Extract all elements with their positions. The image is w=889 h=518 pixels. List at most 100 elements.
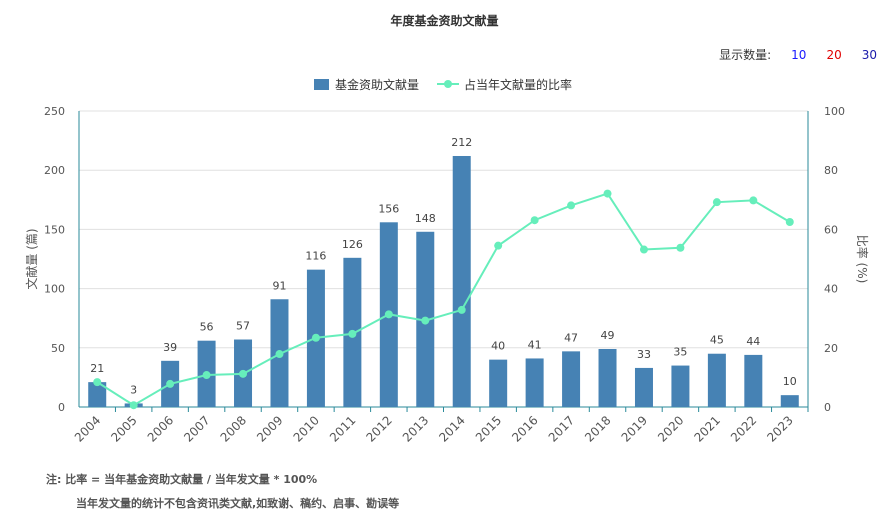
ratio-point	[129, 401, 138, 410]
ratio-point	[494, 241, 503, 250]
bar	[88, 382, 107, 407]
y2-tick-label: 40	[824, 283, 838, 296]
ratio-point	[239, 369, 248, 378]
bar-data-label: 3	[130, 383, 137, 396]
bar	[707, 353, 726, 407]
ratio-point	[712, 198, 721, 207]
bar	[744, 354, 763, 407]
x-tick-label: 2008	[218, 413, 249, 444]
bar	[780, 395, 799, 407]
x-tick-label: 2005	[108, 413, 139, 444]
bar-data-label: 156	[378, 202, 399, 215]
bar	[562, 351, 581, 407]
x-tick-label: 2010	[291, 413, 322, 444]
bar-data-label: 56	[200, 321, 214, 334]
bar	[634, 367, 653, 407]
chart-notes: 注: 比率 = 当年基金资助文献量 / 当年发文量 * 100% 当年发文量的统…	[46, 468, 399, 516]
count-option-20[interactable]: 20	[826, 47, 842, 62]
bar-data-label: 21	[90, 362, 104, 375]
x-tick-label: 2011	[327, 413, 358, 444]
bar-data-label: 116	[305, 250, 326, 263]
ratio-point	[639, 245, 648, 254]
bar-data-label: 49	[601, 329, 615, 342]
legend-line-label: 占当年文献量的比率	[464, 77, 572, 92]
y-tick-label: 150	[44, 223, 65, 236]
y-axis-title: 文献量 (篇)	[24, 228, 39, 289]
y2-tick-label: 0	[824, 401, 831, 414]
legend-line-marker	[444, 80, 452, 88]
ratio-point	[749, 196, 758, 205]
ratio-point	[421, 316, 430, 325]
y2-tick-label: 60	[824, 223, 838, 236]
page-title: 年度基金资助文献量	[390, 14, 499, 28]
bar	[525, 358, 544, 407]
ratio-point	[348, 329, 357, 338]
bar-data-label: 44	[746, 335, 760, 348]
x-tick-label: 2014	[436, 413, 467, 444]
bar-data-label: 10	[783, 375, 797, 388]
bar	[489, 359, 508, 407]
x-tick-label: 2013	[400, 413, 431, 444]
x-tick-label: 2016	[509, 413, 540, 444]
x-tick-label: 2023	[764, 413, 795, 444]
x-tick-label: 2018	[582, 413, 613, 444]
y-tick-label: 250	[44, 105, 65, 118]
x-tick-label: 2017	[546, 413, 577, 444]
legend-bar-label: 基金资助文献量	[335, 77, 419, 92]
x-tick-label: 2015	[473, 413, 504, 444]
bar-data-label: 41	[528, 338, 542, 351]
bar-data-label: 33	[637, 348, 651, 361]
bar-data-label: 45	[710, 334, 724, 347]
ratio-point	[384, 310, 393, 319]
count-selector-label: 显示数量:	[719, 48, 772, 62]
bar	[671, 365, 690, 407]
x-tick-label: 2021	[691, 413, 722, 444]
bar-data-label: 35	[673, 346, 687, 359]
x-tick-label: 2022	[728, 413, 759, 444]
bar-data-label: 40	[491, 340, 505, 353]
count-selector: 显示数量: 10 20 30	[719, 46, 877, 63]
y2-axis-title: 比率 (%)	[855, 235, 870, 284]
bar-data-label: 126	[342, 238, 363, 251]
ratio-line	[96, 192, 791, 407]
ratio-point	[567, 201, 576, 210]
y-tick-label: 100	[44, 283, 65, 296]
bar-data-label: 47	[564, 331, 578, 344]
ratio-point	[530, 216, 539, 225]
count-option-10[interactable]: 10	[791, 47, 807, 62]
x-tick-label: 2004	[72, 413, 103, 444]
bar	[452, 155, 471, 407]
ratio-point	[457, 305, 466, 314]
x-tick-label: 2009	[254, 413, 285, 444]
bar	[598, 348, 617, 407]
ratio-point	[202, 371, 211, 380]
count-option-30[interactable]: 30	[861, 47, 877, 62]
legend-bar-swatch	[314, 79, 329, 90]
x-tick-label: 2019	[619, 413, 650, 444]
ratio-point	[93, 378, 102, 387]
x-tick-label: 2006	[145, 413, 176, 444]
bar-data-label: 212	[451, 136, 472, 149]
ratio-point	[603, 189, 612, 198]
y-tick-label: 0	[58, 401, 65, 414]
note-line-2: 当年发文量的统计不包含资讯类文献,如致谢、稿约、启事、勘误等	[76, 497, 400, 510]
y2-tick-label: 100	[824, 105, 845, 118]
x-tick-label: 2012	[363, 413, 394, 444]
ratio-point	[311, 333, 320, 342]
bar-data-label: 148	[415, 212, 436, 225]
ratio-point	[166, 379, 175, 388]
bar-data-label: 91	[272, 279, 286, 292]
note-line-1: 注: 比率 = 当年基金资助文献量 / 当年发文量 * 100%	[46, 473, 318, 486]
ratio-point	[785, 218, 794, 226]
y2-tick-label: 80	[824, 164, 838, 177]
bar-data-label: 39	[163, 341, 177, 354]
bar-data-label: 57	[236, 320, 250, 333]
ratio-point	[275, 350, 284, 359]
y2-tick-label: 20	[824, 342, 838, 355]
ratio-point	[676, 243, 685, 252]
y-tick-label: 50	[51, 342, 65, 355]
x-tick-label: 2020	[655, 413, 686, 444]
y-tick-label: 200	[44, 164, 65, 177]
x-tick-label: 2007	[181, 413, 212, 444]
